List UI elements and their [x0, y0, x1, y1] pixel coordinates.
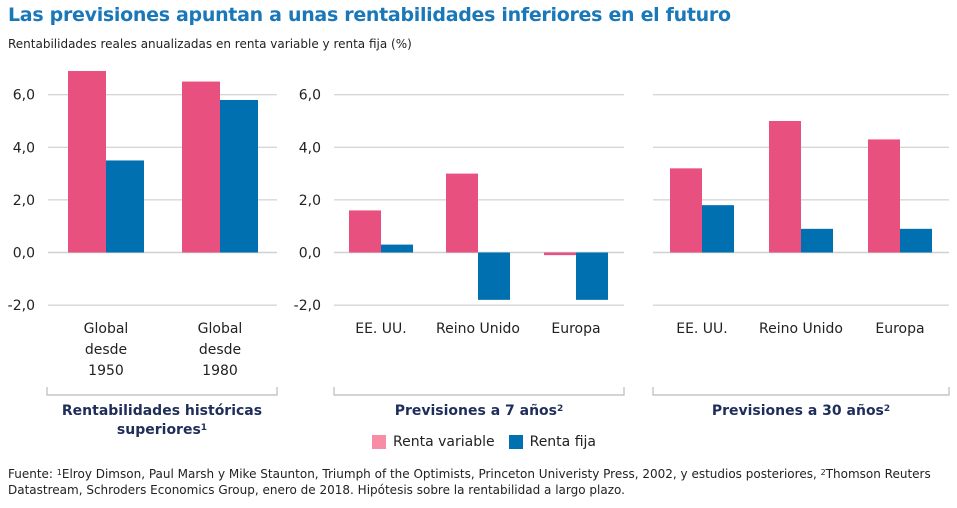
category-label: Reino Unido: [436, 321, 520, 337]
legend-item-renta-fija: Renta fija: [508, 434, 596, 450]
footnote-marker: 2: [820, 468, 826, 477]
y-tick-label: 0,0: [13, 246, 35, 262]
group-bracket: [652, 387, 950, 396]
category-label: EE. UU.: [355, 321, 407, 337]
bar-renta-fija: [576, 252, 608, 300]
group-bracket: [46, 387, 278, 396]
footer-prefix: Fuente:: [8, 467, 57, 481]
footnote-marker: 2: [883, 404, 891, 414]
group-title-historicas: Rentabilidades históricas superiores1: [40, 402, 284, 440]
y-tick-label: -2,0: [8, 298, 35, 314]
y-tick-label: 2,0: [299, 193, 321, 209]
group-title-text: Previsiones a 30 años: [711, 403, 884, 419]
category-label: Europa: [875, 321, 924, 337]
bar-renta-variable: [670, 168, 702, 253]
footnote-2-text: Thomson Reuters Datastream, Schroders Ec…: [8, 467, 931, 497]
category-label: Reino Unido: [759, 321, 843, 337]
y-tick-label: 4,0: [299, 140, 321, 156]
group-title-text: Rentabilidades históricas superiores: [61, 403, 263, 438]
bar-renta-fija: [381, 244, 413, 253]
bar-renta-variable: [349, 210, 381, 253]
category-label: EE. UU.: [676, 321, 728, 337]
group-bracket: [333, 387, 625, 396]
chart-title: Las previsiones apuntan a unas rentabili…: [8, 4, 731, 26]
category-label: 1950: [88, 363, 124, 379]
legend-label: Renta variable: [393, 434, 495, 450]
category-label: desde: [199, 342, 241, 358]
footnote-marker: 1: [56, 468, 62, 477]
y-tick-label: 4,0: [13, 140, 35, 156]
category-label: 1980: [202, 363, 238, 379]
chart-subtitle: Rentabilidades reales anualizadas en ren…: [8, 37, 412, 51]
y-tick-label: 6,0: [13, 88, 35, 104]
bar-renta-variable: [68, 71, 106, 253]
legend-swatch-renta-variable: [372, 435, 386, 449]
y-tick-label: 0,0: [299, 246, 321, 262]
bar-renta-fija: [900, 228, 932, 253]
category-label: desde: [85, 342, 127, 358]
group-title-text: Previsiones a 7 años: [394, 403, 558, 419]
legend-swatch-renta-fija: [508, 435, 523, 449]
bar-renta-fija: [106, 160, 144, 253]
y-tick-label: -2,0: [294, 298, 321, 314]
y-tick-label: 2,0: [13, 193, 35, 209]
category-label: Global: [198, 321, 243, 337]
source-footnote: Fuente: 1Elroy Dimson, Paul Marsh y Mike…: [8, 466, 953, 498]
legend-label: Renta fija: [529, 434, 596, 450]
footnote-marker: 2: [557, 404, 564, 414]
footnote-1-text: Elroy Dimson, Paul Marsh y Mike Staunton…: [61, 467, 821, 481]
bar-renta-fija: [702, 205, 734, 253]
bar-renta-variable: [446, 173, 478, 253]
group-title-30-anos: Previsiones a 30 años2: [653, 402, 949, 421]
bar-renta-variable: [544, 252, 576, 256]
y-tick-label: 6,0: [299, 88, 321, 104]
bar-renta-variable: [769, 121, 801, 253]
footnote-marker: 1: [200, 423, 208, 433]
group-title-7-anos: Previsiones a 7 años2: [334, 402, 624, 421]
chart-legend: Renta variable Renta fija: [372, 434, 610, 450]
bar-renta-variable: [868, 139, 900, 253]
bar-renta-fija: [478, 252, 510, 300]
bar-renta-fija: [801, 228, 833, 253]
legend-item-renta-variable: Renta variable: [372, 434, 495, 450]
category-label: Global: [84, 321, 129, 337]
category-label: Europa: [551, 321, 600, 337]
bar-renta-fija: [220, 99, 258, 253]
bar-renta-variable: [182, 81, 220, 253]
